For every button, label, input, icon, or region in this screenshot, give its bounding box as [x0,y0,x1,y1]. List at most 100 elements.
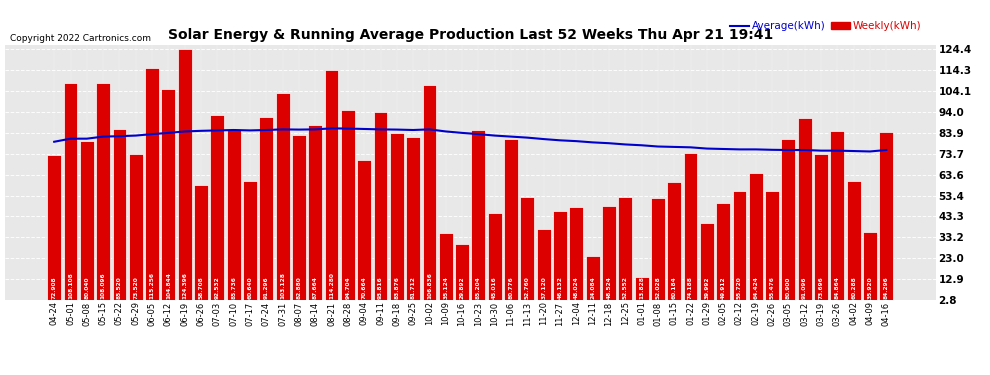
Bar [455,244,469,306]
Bar [748,173,762,306]
Text: 60.184: 60.184 [671,276,677,299]
Text: 80.040: 80.040 [84,276,89,299]
Bar [194,184,208,306]
Bar [471,130,485,306]
Text: 91.096: 91.096 [802,276,807,299]
Bar [161,90,175,306]
Bar [651,198,665,306]
Text: 85.736: 85.736 [231,276,237,299]
Text: 52.028: 52.028 [655,276,660,299]
Bar [292,135,306,306]
Text: 73.696: 73.696 [819,276,824,299]
Bar [357,160,371,306]
Bar [619,197,633,306]
Text: 87.664: 87.664 [313,276,318,299]
Text: 46.132: 46.132 [557,276,562,299]
Text: 60.288: 60.288 [851,276,856,299]
Bar [325,70,339,306]
Title: Solar Energy & Running Average Production Last 52 Weeks Thu Apr 21 19:41: Solar Energy & Running Average Productio… [167,28,773,42]
Bar [488,213,502,306]
Text: 70.664: 70.664 [361,276,366,299]
Text: 92.532: 92.532 [215,276,220,299]
Bar [63,83,77,306]
Bar [781,139,795,306]
Bar [667,182,681,306]
Bar [700,223,714,306]
Legend: Average(kWh), Weekly(kWh): Average(kWh), Weekly(kWh) [726,17,926,35]
Bar [439,233,452,306]
Text: 80.900: 80.900 [786,277,791,299]
Bar [765,191,779,306]
Text: 35.920: 35.920 [867,276,872,299]
Text: 55.720: 55.720 [737,276,742,299]
Bar [569,207,583,306]
Text: 106.836: 106.836 [427,272,432,299]
Text: 45.016: 45.016 [492,276,497,299]
Bar [521,197,535,306]
Text: 83.876: 83.876 [394,276,399,299]
Text: 93.816: 93.816 [378,276,383,299]
Bar [227,129,241,306]
Bar [129,154,143,306]
Text: 72.908: 72.908 [51,276,56,299]
Bar [390,133,404,306]
Bar [406,137,420,306]
Text: 29.892: 29.892 [459,276,464,299]
Text: Copyright 2022 Cartronics.com: Copyright 2022 Cartronics.com [10,34,150,43]
Text: 24.084: 24.084 [590,276,595,299]
Text: 74.188: 74.188 [688,276,693,299]
Text: 114.280: 114.280 [329,272,334,299]
Text: 108.096: 108.096 [101,272,106,299]
Text: 52.552: 52.552 [623,276,628,299]
Bar [146,68,159,306]
Bar [716,203,730,306]
Bar [96,83,110,306]
Text: 73.520: 73.520 [134,276,139,299]
Text: 94.704: 94.704 [346,276,350,299]
Text: 85.204: 85.204 [476,276,481,299]
Bar [341,110,354,306]
Text: 84.864: 84.864 [835,276,840,299]
Text: 37.120: 37.120 [542,276,546,299]
Bar [814,154,828,306]
Bar [683,153,697,306]
Bar [275,93,289,306]
Bar [48,155,61,306]
Bar [308,125,322,306]
Text: 35.124: 35.124 [444,276,448,299]
Bar [504,139,518,306]
Bar [586,256,600,306]
Bar [879,132,893,306]
Bar [178,49,192,306]
Text: 13.828: 13.828 [640,276,644,299]
Text: 64.424: 64.424 [753,276,758,299]
Text: 48.524: 48.524 [607,276,612,299]
Text: 80.776: 80.776 [509,276,514,299]
Text: 39.992: 39.992 [704,276,710,299]
Bar [553,211,567,306]
Bar [831,131,844,306]
Bar [259,117,273,306]
Text: 58.708: 58.708 [199,276,204,299]
Bar [863,232,877,306]
Bar [244,181,257,306]
Text: 81.712: 81.712 [411,276,416,299]
Text: 104.844: 104.844 [166,272,171,299]
Bar [798,118,812,306]
Bar [373,112,387,306]
Text: 60.640: 60.640 [248,276,252,299]
Bar [733,191,746,306]
Text: 48.024: 48.024 [574,276,579,299]
Bar [113,129,127,306]
Bar [211,115,225,306]
Bar [602,206,616,306]
Text: 52.760: 52.760 [525,276,530,299]
Bar [423,86,437,306]
Text: 84.296: 84.296 [884,276,889,299]
Text: 108.108: 108.108 [68,272,73,299]
Bar [635,277,648,306]
Bar [846,182,860,306]
Text: 85.520: 85.520 [117,276,122,299]
Text: 91.296: 91.296 [263,276,269,299]
Text: 124.396: 124.396 [182,272,187,299]
